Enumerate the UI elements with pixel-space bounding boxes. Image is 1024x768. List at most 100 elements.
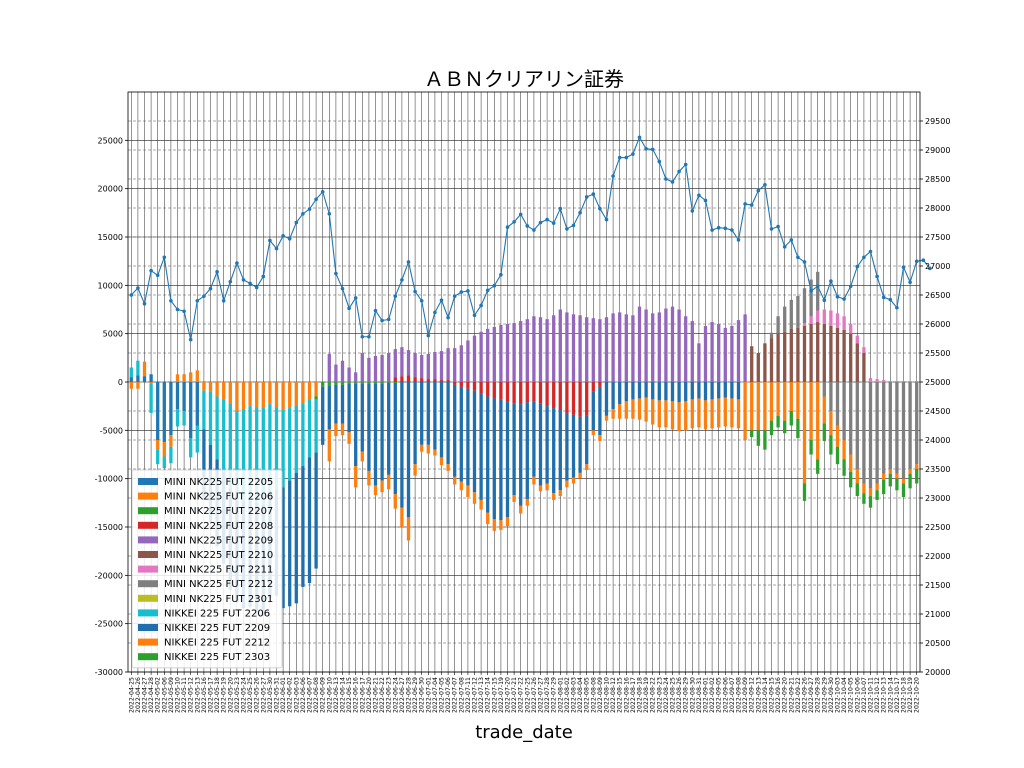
bar [301,466,305,587]
bar [393,494,397,509]
bar [129,382,133,389]
bar [519,382,523,405]
bar [274,407,279,490]
bar [446,348,450,381]
bar [816,382,820,460]
bar [499,399,503,521]
legend: MINI NK225 FUT 2205 MINI NK225 FUT 2206 MI… [131,469,283,669]
bar [591,318,595,382]
line-point [809,289,813,293]
bar [862,382,866,484]
bar [750,346,754,382]
line-point [254,285,259,290]
bar [571,414,576,478]
bar [783,306,787,332]
bar [882,380,886,382]
bar [670,401,675,430]
x-tick-label: 2022-04-27 [142,677,149,713]
line-point [782,245,787,249]
x-tick-label: 2022-07-28 [544,677,551,713]
bar [571,382,576,415]
x-tick-label: 2022-08-31 [696,677,703,713]
x-tick-label: 2022-05-27 [260,677,267,713]
bar [578,315,582,382]
bar [202,390,206,430]
x-tick-label: 2022-07-22 [518,677,525,713]
bar [611,313,615,382]
line-point [591,192,596,196]
bar [459,481,463,491]
line-point [202,294,206,298]
bar [360,451,364,462]
bar [288,408,292,481]
bar [512,382,516,404]
x-tick-label: 2022-05-09 [168,677,175,713]
bar [294,405,298,473]
line-point [248,281,252,286]
line-point [756,188,761,193]
line-point [749,203,754,207]
bar [492,398,496,520]
bar [664,400,668,428]
y2-tick-label: 28500 [925,175,950,184]
bar [651,399,655,425]
bar [802,288,807,324]
x-tick-label: 2022-05-19 [221,677,228,713]
bar [558,490,562,497]
line-point [875,274,879,279]
bar [888,469,892,474]
x-tick-label: 2022-07-21 [511,677,518,713]
bar [255,382,259,408]
bar [202,382,206,391]
bar [241,409,246,502]
line-point [637,135,642,140]
bar [822,382,826,397]
bar [175,374,180,382]
legend-label: NIKKEI 225 FUT 2209 [164,623,270,634]
bar [868,382,873,489]
bar [169,446,173,464]
x-tick-label: 2022-05-16 [201,677,208,713]
bar [479,393,483,500]
bar [321,386,325,445]
bar [492,382,496,399]
line-point [914,259,919,264]
bar [182,382,186,411]
bar [895,382,899,474]
bar [189,438,193,458]
x-tick-label: 2022-07-20 [505,677,512,713]
bar [631,315,635,382]
line-point [446,315,450,320]
bar [796,418,800,439]
bar [400,376,404,382]
bar [169,435,173,447]
bar [585,415,589,465]
bar [406,517,411,541]
bar [895,381,899,382]
bar [855,343,859,382]
x-tick-label: 2022-07-15 [491,677,498,713]
line-point [895,305,899,310]
bar [334,364,338,382]
y2-tick-label: 27000 [925,262,950,271]
line-point [703,198,708,203]
y2-tick-label: 24500 [925,407,950,416]
legend-swatch [138,609,158,617]
y2-tick-label: 26500 [925,291,950,300]
x-tick-label: 2022-07-06 [445,677,452,713]
bar [208,382,213,392]
line-point [855,264,860,269]
x-tick-label: 2022-10-06 [854,677,861,713]
x-tick-label: 2022-09-14 [762,677,769,713]
bar [248,382,252,407]
bar [816,310,820,323]
y2-tick-label: 29000 [925,146,950,155]
y2-tick-label: 25500 [925,349,950,358]
bar [149,374,153,382]
x-tick-label: 2022-10-19 [907,677,914,713]
x-tick-label: 2022-08-02 [564,677,571,713]
y2-tick-label: 27500 [925,233,950,242]
bar [354,372,358,382]
x-tick-label: 2022-05-18 [214,677,221,713]
x-tick-label: 2022-10-04 [841,677,848,713]
